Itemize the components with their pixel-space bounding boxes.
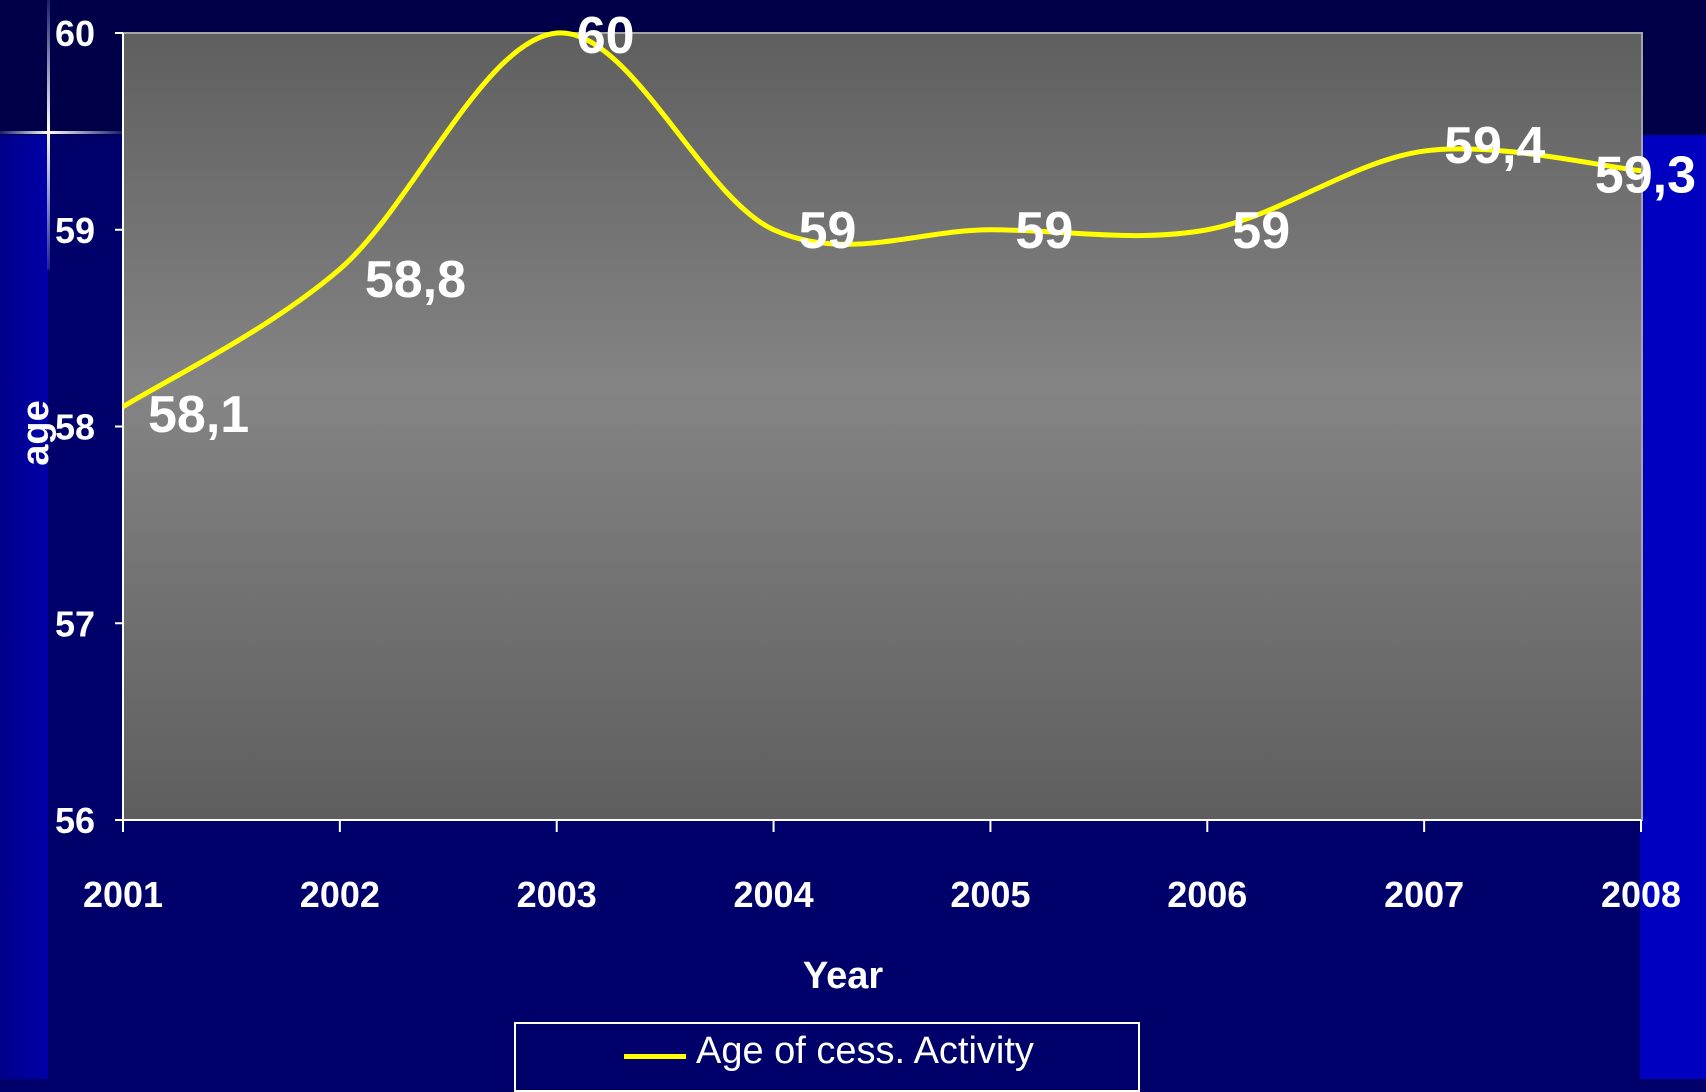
x-tick-label: 2005 (950, 874, 1030, 915)
data-label: 59 (799, 202, 857, 260)
sparkle-horizontal (0, 131, 122, 134)
data-label: 58,8 (365, 251, 466, 309)
y-tick-label: 58 (55, 407, 95, 448)
data-label: 60 (577, 7, 635, 65)
y-axis-title: age (15, 400, 57, 465)
data-label: 59 (1015, 202, 1073, 260)
data-label: 59,4 (1444, 117, 1545, 175)
background-left-strip (0, 0, 48, 1079)
y-tick-label: 57 (55, 603, 95, 644)
data-label: 58,1 (148, 386, 249, 444)
background-right-block (1640, 135, 1706, 1079)
y-tick-label: 56 (55, 800, 95, 841)
x-tick-label: 2001 (83, 874, 163, 915)
series-line (121, 30, 1642, 409)
legend-label: Age of cess. Activity (696, 1030, 1034, 1072)
y-tick-label: 60 (55, 13, 95, 54)
data-labels: 58,1 58,8 60 59 59 59 59,4 59,3 (148, 7, 1696, 444)
y-axis-ticks: 56 57 58 59 60 (55, 13, 123, 841)
x-tick-label: 2008 (1601, 874, 1681, 915)
plot-area (122, 32, 1643, 821)
legend-line-swatch (624, 1054, 686, 1059)
data-label: 59 (1232, 202, 1290, 260)
y-tick-label: 59 (55, 210, 95, 251)
x-axis-title: Year (803, 955, 884, 997)
x-tick-label: 2006 (1167, 874, 1247, 915)
x-tick-label: 2004 (734, 874, 814, 915)
data-label: 59,3 (1595, 147, 1696, 205)
x-tick-label: 2002 (300, 874, 380, 915)
x-tick-label: 2007 (1384, 874, 1464, 915)
x-tick-label: 2003 (517, 874, 597, 915)
x-axis-ticks: 2001 2002 2003 2004 2005 2006 2007 2008 (83, 820, 1681, 915)
legend: Age of cess. Activity (514, 1022, 1140, 1092)
sparkle-vertical (47, 0, 50, 270)
